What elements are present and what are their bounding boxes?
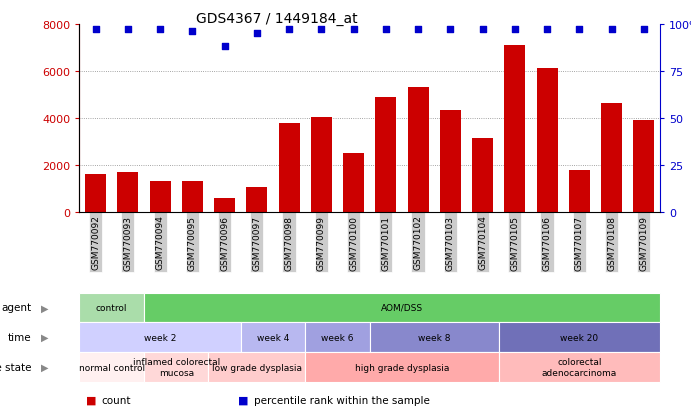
Text: ▶: ▶ bbox=[41, 303, 49, 313]
Text: GDS4367 / 1449184_at: GDS4367 / 1449184_at bbox=[196, 12, 357, 26]
Text: percentile rank within the sample: percentile rank within the sample bbox=[254, 395, 430, 405]
Bar bbox=[536, 69, 558, 212]
Bar bbox=[439, 110, 461, 212]
Point bbox=[413, 27, 424, 34]
Text: ▶: ▶ bbox=[41, 332, 49, 342]
Text: high grade dysplasia: high grade dysplasia bbox=[354, 363, 449, 372]
Point bbox=[348, 27, 359, 34]
Text: AOM/DSS: AOM/DSS bbox=[381, 303, 423, 312]
Text: week 2: week 2 bbox=[144, 333, 176, 342]
Point bbox=[316, 27, 327, 34]
Bar bbox=[375, 97, 396, 212]
Bar bbox=[278, 123, 299, 212]
Point bbox=[542, 27, 553, 34]
Text: ■: ■ bbox=[238, 395, 249, 405]
Text: week 20: week 20 bbox=[560, 333, 598, 342]
Bar bbox=[85, 175, 106, 212]
Bar bbox=[504, 46, 525, 212]
Point bbox=[477, 27, 488, 34]
Point bbox=[509, 27, 520, 34]
Point bbox=[380, 27, 391, 34]
Point bbox=[606, 27, 617, 34]
Text: colorectal
adenocarcinoma: colorectal adenocarcinoma bbox=[542, 358, 617, 377]
Text: disease state: disease state bbox=[0, 362, 31, 372]
Text: ▶: ▶ bbox=[41, 362, 49, 372]
Bar bbox=[343, 154, 364, 212]
Text: time: time bbox=[8, 332, 31, 342]
Bar bbox=[149, 182, 171, 212]
Bar bbox=[117, 173, 138, 212]
Text: agent: agent bbox=[1, 303, 31, 313]
Point bbox=[252, 31, 263, 38]
Point bbox=[155, 27, 166, 34]
Text: count: count bbox=[102, 395, 131, 405]
Text: week 6: week 6 bbox=[321, 333, 354, 342]
Bar bbox=[472, 138, 493, 212]
Bar bbox=[569, 170, 589, 212]
Text: week 4: week 4 bbox=[257, 333, 289, 342]
Point bbox=[219, 44, 230, 50]
Text: week 8: week 8 bbox=[418, 333, 451, 342]
Bar bbox=[182, 182, 202, 212]
Point bbox=[574, 27, 585, 34]
Text: normal control: normal control bbox=[79, 363, 145, 372]
Text: ■: ■ bbox=[86, 395, 97, 405]
Text: inflamed colorectal
mucosa: inflamed colorectal mucosa bbox=[133, 358, 220, 377]
Bar bbox=[246, 188, 267, 212]
Text: low grade dysplasia: low grade dysplasia bbox=[212, 363, 302, 372]
Point bbox=[187, 29, 198, 36]
Bar bbox=[601, 103, 622, 212]
Text: control: control bbox=[96, 303, 127, 312]
Bar bbox=[408, 88, 428, 212]
Point bbox=[283, 27, 294, 34]
Bar bbox=[633, 121, 654, 212]
Point bbox=[445, 27, 456, 34]
Point bbox=[638, 27, 650, 34]
Point bbox=[90, 27, 101, 34]
Point bbox=[122, 27, 133, 34]
Bar bbox=[311, 117, 332, 212]
Bar bbox=[214, 198, 235, 212]
